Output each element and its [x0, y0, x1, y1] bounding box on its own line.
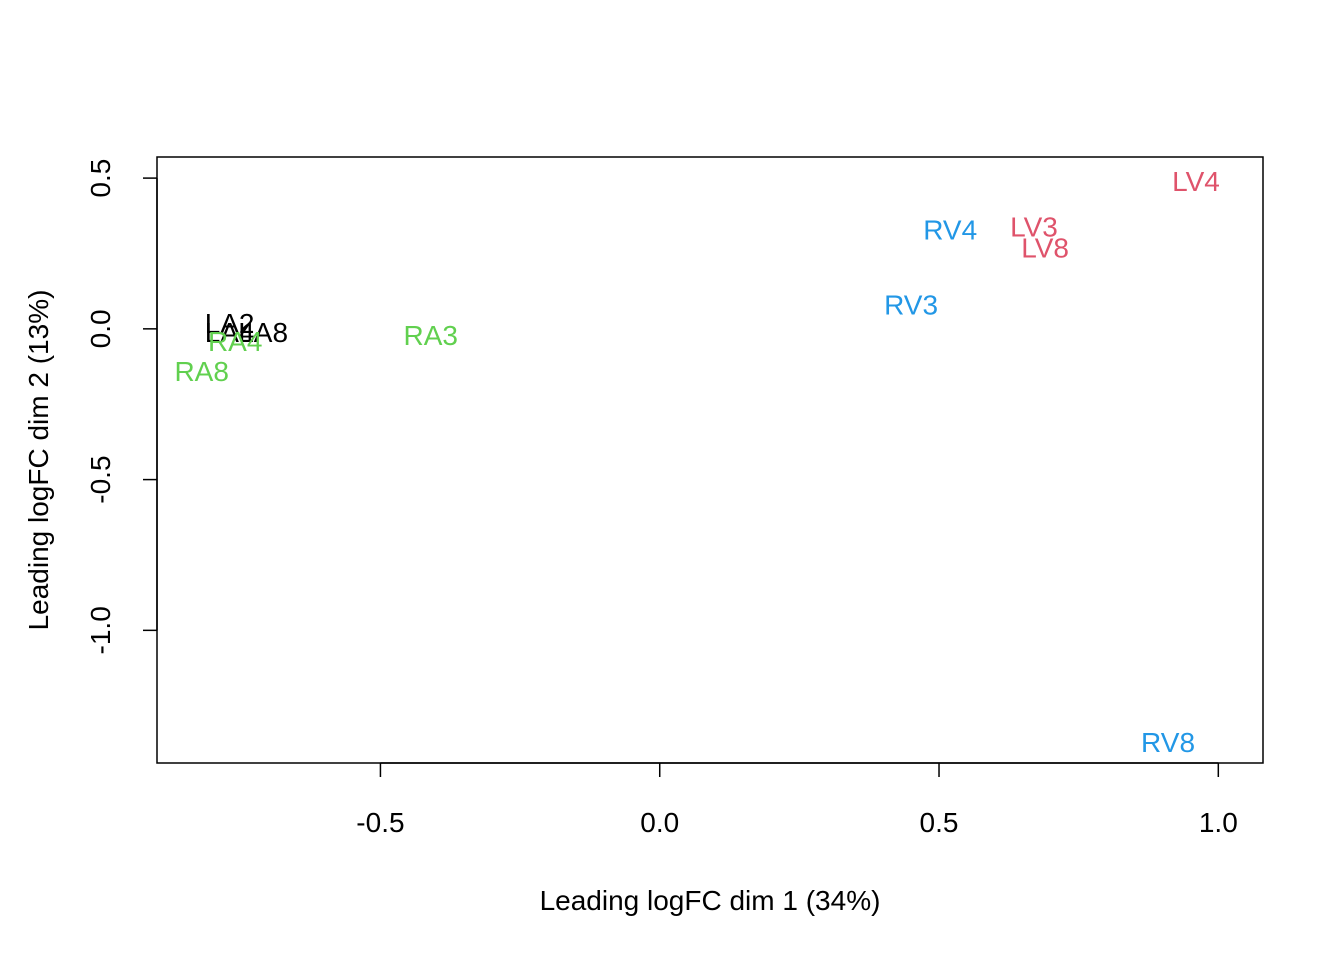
- point-label-rv3: RV3: [884, 290, 938, 321]
- y-tick-label: -0.5: [85, 455, 116, 503]
- x-axis-title: Leading logFC dim 1 (34%): [540, 885, 881, 916]
- point-label-la4: LA4: [205, 317, 255, 348]
- point-label-rv8: RV8: [1141, 727, 1195, 758]
- y-tick-label: 0.0: [85, 309, 116, 348]
- point-label-la2: LA2: [205, 308, 255, 339]
- x-tick-label: 0.5: [920, 807, 959, 838]
- point-label-lv8: LV8: [1021, 232, 1069, 263]
- plot-frame: [156, 156, 1264, 764]
- point-label-lv3: LV3: [1010, 211, 1058, 242]
- point-label-ra3: RA3: [403, 320, 457, 351]
- x-tick-label: -0.5: [356, 807, 404, 838]
- y-tick-label: -1.0: [85, 606, 116, 654]
- point-label-ra4: RA4: [208, 326, 262, 357]
- y-axis-title: Leading logFC dim 2 (13%): [23, 290, 54, 631]
- x-tick-label: 1.0: [1199, 807, 1238, 838]
- y-tick-label: 0.5: [85, 159, 116, 198]
- x-axis: -0.5 0.0 0.5 1.0: [356, 762, 1238, 838]
- x-tick-label: 0.0: [640, 807, 679, 838]
- point-label-lv4: LV4: [1172, 166, 1220, 197]
- point-label-ra8: RA8: [174, 356, 228, 387]
- point-label-rv4: RV4: [923, 214, 977, 245]
- point-label-la8: LA8: [238, 317, 288, 348]
- y-axis: 0.5 0.0 -0.5 -1.0: [85, 159, 158, 654]
